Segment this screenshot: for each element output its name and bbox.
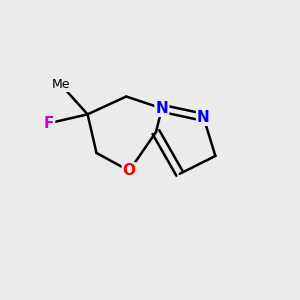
- Text: O: O: [123, 163, 136, 178]
- Text: F: F: [44, 116, 54, 131]
- Text: Me: Me: [52, 78, 70, 91]
- Text: N: N: [155, 101, 168, 116]
- Text: N: N: [197, 110, 210, 125]
